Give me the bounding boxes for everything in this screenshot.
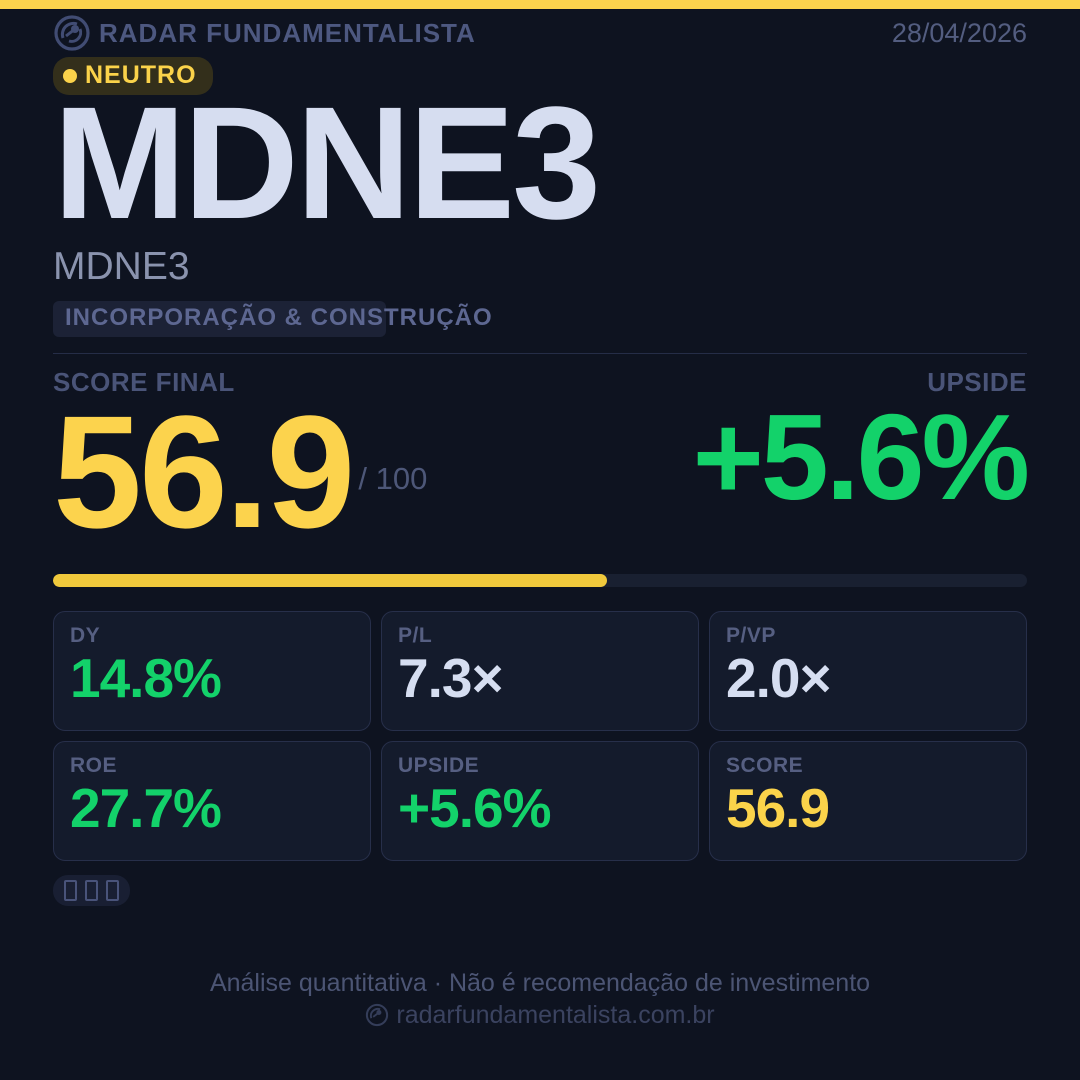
- disclaimer-text: Análise quantitativa · Não é recomendaçã…: [209, 968, 871, 997]
- metrics-grid: DY 14.8% P/L 7.3× P/VP 2.0× ROE 27.7% UP…: [53, 611, 1027, 861]
- status-badge: NEUTRO: [53, 57, 213, 95]
- ticker-subtitle: MDNE3: [53, 245, 190, 288]
- score-progress-fill: [53, 574, 608, 587]
- score-label: SCORE FINAL: [53, 367, 235, 397]
- metric-card: UPSIDE +5.6%: [381, 741, 699, 861]
- metric-card: ROE 27.7%: [53, 741, 371, 861]
- brand-name: RADAR FUNDAMENTALISTA: [99, 17, 476, 48]
- metric-label: P/VP: [726, 624, 776, 647]
- metric-label: DY: [70, 624, 101, 647]
- radar-logo-small-icon: [365, 1003, 389, 1027]
- brand: RADAR FUNDAMENTALISTA: [53, 14, 476, 52]
- score-value: 56.9: [53, 382, 355, 561]
- sector-tag: INCORPORAÇÃO & CONSTRUÇÃO: [53, 301, 492, 337]
- metric-card: P/L 7.3×: [381, 611, 699, 731]
- status-badge-label: NEUTRO: [85, 61, 197, 89]
- top-accent-bar: [0, 0, 1080, 9]
- score-section: SCORE FINAL UPSIDE 56.9 / 100 +5.6%: [53, 353, 1030, 587]
- metric-card: SCORE 56.9: [709, 741, 1027, 861]
- date: 28/04/2026: [891, 17, 1027, 48]
- metric-label: P/L: [398, 624, 433, 647]
- metric-card: P/VP 2.0×: [709, 611, 1027, 731]
- missing-glyph-pill: [53, 875, 130, 906]
- metric-value: 7.3×: [398, 647, 504, 709]
- website-text: radarfundamentalista.com.br: [396, 1000, 715, 1029]
- metric-card: DY 14.8%: [53, 611, 371, 731]
- missing-glyph-box: [106, 880, 119, 901]
- stock-card: RADAR FUNDAMENTALISTA 28/04/2026 NEUTRO …: [0, 14, 1080, 906]
- metric-value: 14.8%: [70, 647, 222, 709]
- header: RADAR FUNDAMENTALISTA 28/04/2026: [53, 14, 1027, 52]
- metric-value: 56.9: [726, 777, 830, 839]
- upside-label: UPSIDE: [927, 367, 1027, 397]
- metric-label: ROE: [70, 754, 118, 777]
- missing-glyph-box: [85, 880, 98, 901]
- metric-value: 2.0×: [726, 647, 832, 709]
- metric-value: 27.7%: [70, 777, 222, 839]
- footer: Análise quantitativa · Não é recomendaçã…: [0, 969, 1080, 1033]
- score-progress-track: [53, 574, 1027, 587]
- metric-label: UPSIDE: [398, 754, 480, 777]
- metric-value: +5.6%: [398, 777, 551, 839]
- upside-value: +5.6%: [692, 389, 1030, 525]
- status-dot-icon: [63, 68, 77, 83]
- score-max: / 100: [358, 461, 428, 496]
- radar-logo-icon: [53, 14, 91, 52]
- ticker-title: MDNE3: [53, 73, 601, 252]
- missing-glyph-box: [64, 880, 77, 901]
- metric-label: SCORE: [726, 754, 804, 777]
